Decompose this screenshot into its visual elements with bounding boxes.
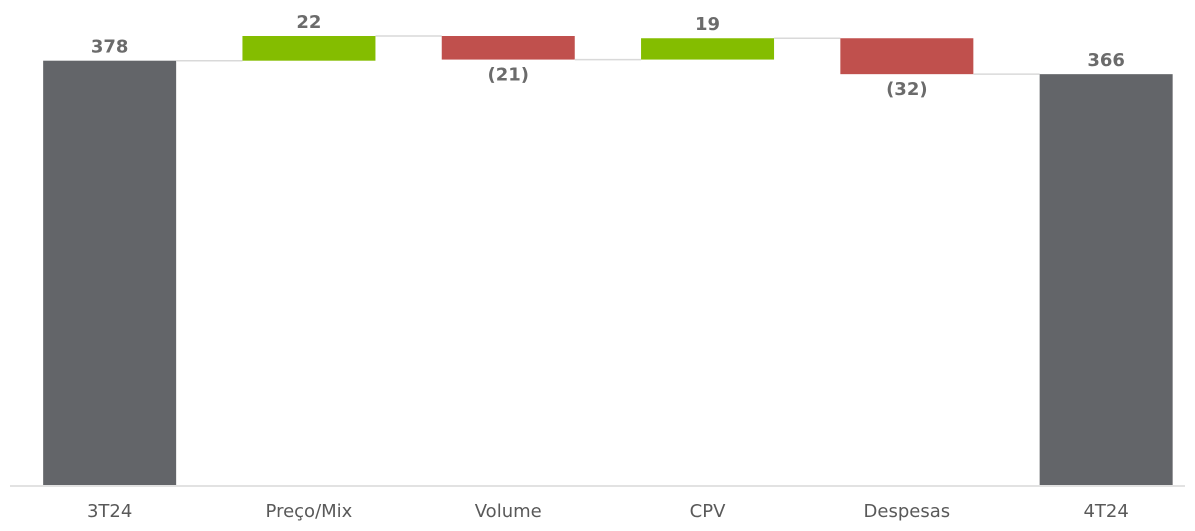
- value-label: (32): [886, 79, 928, 100]
- x-tick-label: 3T24: [87, 501, 132, 522]
- x-tick-label: Volume: [475, 501, 542, 522]
- value-label: 378: [91, 37, 129, 58]
- bar: [1039, 74, 1173, 485]
- value-label: 22: [296, 12, 321, 33]
- x-tick-label: Despesas: [864, 501, 951, 522]
- x-tick-label: Preço/Mix: [266, 501, 353, 522]
- bar: [641, 38, 775, 60]
- x-tick-label: 4T24: [1083, 501, 1128, 522]
- bar: [840, 38, 974, 75]
- bar: [242, 36, 376, 61]
- value-label: (21): [487, 65, 529, 86]
- value-label: 19: [695, 14, 720, 35]
- bar: [441, 36, 575, 60]
- value-label: 366: [1087, 50, 1125, 71]
- bar: [43, 60, 177, 485]
- x-tick-label: CPV: [690, 501, 726, 522]
